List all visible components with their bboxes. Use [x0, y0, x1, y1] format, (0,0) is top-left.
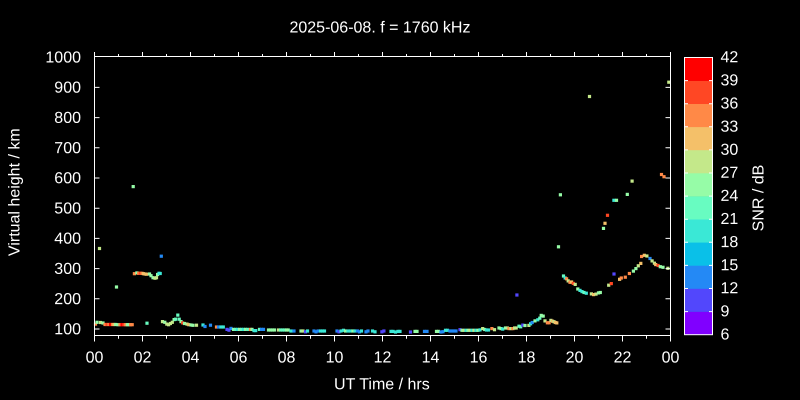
svg-text:6: 6: [720, 327, 729, 344]
svg-text:00: 00: [86, 349, 104, 366]
svg-text:12: 12: [374, 349, 392, 366]
svg-text:1000: 1000: [45, 49, 81, 66]
svg-text:600: 600: [54, 170, 81, 187]
svg-text:400: 400: [54, 231, 81, 248]
svg-text:12: 12: [720, 280, 738, 297]
svg-text:100: 100: [54, 321, 81, 338]
svg-text:18: 18: [518, 349, 536, 366]
svg-text:UT Time / hrs: UT Time / hrs: [334, 376, 430, 393]
svg-text:900: 900: [54, 80, 81, 97]
svg-text:2025-06-08. f = 1760 kHz: 2025-06-08. f = 1760 kHz: [289, 19, 470, 36]
svg-text:18: 18: [720, 234, 738, 251]
svg-text:27: 27: [720, 165, 738, 182]
svg-text:500: 500: [54, 200, 81, 217]
svg-text:08: 08: [278, 349, 296, 366]
svg-text:33: 33: [720, 119, 738, 136]
svg-text:300: 300: [54, 261, 81, 278]
svg-text:22: 22: [614, 349, 632, 366]
svg-text:21: 21: [720, 211, 738, 228]
svg-text:24: 24: [720, 188, 738, 205]
svg-text:10: 10: [326, 349, 344, 366]
svg-text:SNR / dB: SNR / dB: [751, 165, 768, 232]
svg-text:39: 39: [720, 72, 738, 89]
svg-text:00: 00: [662, 349, 680, 366]
svg-text:20: 20: [566, 349, 584, 366]
svg-text:800: 800: [54, 110, 81, 127]
svg-text:16: 16: [470, 349, 488, 366]
svg-text:42: 42: [720, 49, 738, 66]
svg-text:Virtual height / km: Virtual height / km: [7, 128, 24, 256]
svg-text:14: 14: [422, 349, 440, 366]
svg-text:30: 30: [720, 142, 738, 159]
svg-text:04: 04: [182, 349, 200, 366]
svg-text:36: 36: [720, 96, 738, 113]
svg-text:9: 9: [720, 303, 729, 320]
svg-text:02: 02: [134, 349, 152, 366]
svg-text:15: 15: [720, 257, 738, 274]
svg-text:700: 700: [54, 140, 81, 157]
svg-text:200: 200: [54, 291, 81, 308]
svg-text:06: 06: [230, 349, 248, 366]
